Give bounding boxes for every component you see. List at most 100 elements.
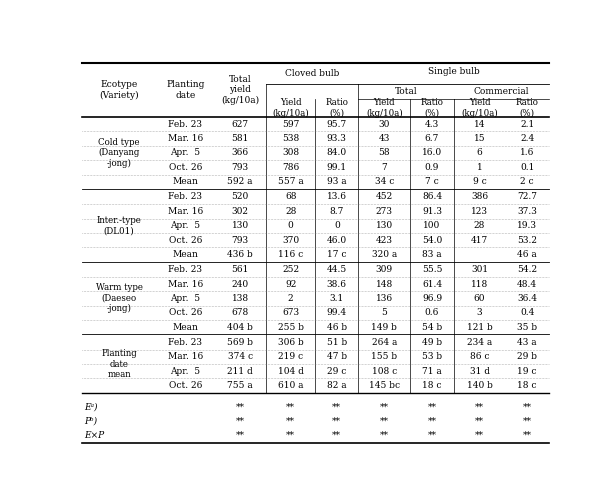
Text: 2.4: 2.4 <box>520 134 534 143</box>
Text: Apr.  5: Apr. 5 <box>170 367 200 376</box>
Text: 145 bc: 145 bc <box>369 381 400 390</box>
Text: 302: 302 <box>232 207 248 216</box>
Text: **: ** <box>475 431 484 440</box>
Text: 2.1: 2.1 <box>520 120 534 129</box>
Text: **: ** <box>475 417 484 426</box>
Text: Mar. 16: Mar. 16 <box>168 279 203 289</box>
Text: Oct. 26: Oct. 26 <box>169 381 202 390</box>
Text: 366: 366 <box>232 149 249 157</box>
Text: 100: 100 <box>423 221 440 230</box>
Text: 308: 308 <box>282 149 300 157</box>
Text: Feb. 23: Feb. 23 <box>169 265 202 274</box>
Text: 386: 386 <box>471 192 488 201</box>
Text: 140 b: 140 b <box>467 381 493 390</box>
Text: **: ** <box>236 402 245 411</box>
Text: 34 c: 34 c <box>375 177 394 186</box>
Text: 581: 581 <box>231 134 249 143</box>
Text: 36.4: 36.4 <box>517 294 537 303</box>
Text: 29 b: 29 b <box>517 352 537 361</box>
Text: **: ** <box>380 417 389 426</box>
Text: Ecotype
(Variety): Ecotype (Variety) <box>99 80 139 100</box>
Text: Commercial: Commercial <box>474 87 529 96</box>
Text: Mean: Mean <box>172 177 199 186</box>
Text: 149 b: 149 b <box>371 323 397 332</box>
Text: Ratio
(%): Ratio (%) <box>515 98 539 118</box>
Text: 61.4: 61.4 <box>422 279 442 289</box>
Text: **: ** <box>286 402 295 411</box>
Text: 130: 130 <box>376 221 393 230</box>
Text: 6: 6 <box>477 149 482 157</box>
Text: 86.4: 86.4 <box>422 192 442 201</box>
Text: 28: 28 <box>474 221 485 230</box>
Text: 255 b: 255 b <box>278 323 304 332</box>
Text: 58: 58 <box>379 149 390 157</box>
Text: 7: 7 <box>381 163 387 172</box>
Text: 0: 0 <box>288 221 293 230</box>
Text: 104 d: 104 d <box>278 367 304 376</box>
Text: **: ** <box>427 431 437 440</box>
Text: 30: 30 <box>379 120 390 129</box>
Text: 47 b: 47 b <box>327 352 347 361</box>
Text: 51 b: 51 b <box>327 338 347 347</box>
Text: 155 b: 155 b <box>371 352 397 361</box>
Text: 273: 273 <box>376 207 393 216</box>
Text: 19 c: 19 c <box>517 367 537 376</box>
Text: 627: 627 <box>232 120 249 129</box>
Text: Eᵃ): Eᵃ) <box>84 402 98 411</box>
Text: **: ** <box>523 431 531 440</box>
Text: **: ** <box>236 417 245 426</box>
Text: 0: 0 <box>334 221 339 230</box>
Text: 46.0: 46.0 <box>327 236 347 245</box>
Text: 370: 370 <box>282 236 300 245</box>
Text: 82 a: 82 a <box>327 381 347 390</box>
Text: 557 a: 557 a <box>278 177 304 186</box>
Text: 84.0: 84.0 <box>327 149 347 157</box>
Text: Total: Total <box>395 87 418 96</box>
Text: Mar. 16: Mar. 16 <box>168 207 203 216</box>
Text: 301: 301 <box>471 265 488 274</box>
Text: 37.3: 37.3 <box>517 207 537 216</box>
Text: 538: 538 <box>282 134 300 143</box>
Text: 71 a: 71 a <box>422 367 442 376</box>
Text: 46 b: 46 b <box>327 323 347 332</box>
Text: 219 c: 219 c <box>278 352 303 361</box>
Text: 793: 793 <box>232 163 249 172</box>
Text: **: ** <box>475 402 484 411</box>
Text: **: ** <box>332 402 341 411</box>
Text: 755 a: 755 a <box>228 381 253 390</box>
Text: 673: 673 <box>282 308 300 317</box>
Text: 72.7: 72.7 <box>517 192 537 201</box>
Text: Mean: Mean <box>172 323 199 332</box>
Text: 306 b: 306 b <box>278 338 304 347</box>
Text: 99.1: 99.1 <box>327 163 347 172</box>
Text: 14: 14 <box>474 120 485 129</box>
Text: Yield
(kg/10a): Yield (kg/10a) <box>272 98 309 118</box>
Text: 116 c: 116 c <box>278 250 303 259</box>
Text: 561: 561 <box>231 265 249 274</box>
Text: 148: 148 <box>376 279 393 289</box>
Text: Warm type
(Daeseo
-jong): Warm type (Daeseo -jong) <box>95 283 143 313</box>
Text: Feb. 23: Feb. 23 <box>169 338 202 347</box>
Text: 7 c: 7 c <box>425 177 439 186</box>
Text: 13.6: 13.6 <box>327 192 347 201</box>
Text: 138: 138 <box>232 294 249 303</box>
Text: 93.3: 93.3 <box>327 134 347 143</box>
Text: Feb. 23: Feb. 23 <box>169 120 202 129</box>
Text: 17 c: 17 c <box>327 250 347 259</box>
Text: 93 a: 93 a <box>327 177 347 186</box>
Text: 1: 1 <box>477 163 482 172</box>
Text: 4.3: 4.3 <box>425 120 439 129</box>
Text: 592 a: 592 a <box>228 177 253 186</box>
Text: 53 b: 53 b <box>422 352 442 361</box>
Text: 9 c: 9 c <box>473 177 486 186</box>
Text: 49 b: 49 b <box>422 338 442 347</box>
Text: 38.6: 38.6 <box>327 279 347 289</box>
Text: 786: 786 <box>282 163 300 172</box>
Text: 54.2: 54.2 <box>517 265 537 274</box>
Text: 2: 2 <box>288 294 293 303</box>
Text: 0.9: 0.9 <box>425 163 439 172</box>
Text: 92: 92 <box>285 279 296 289</box>
Text: 53.2: 53.2 <box>517 236 537 245</box>
Text: **: ** <box>332 417 341 426</box>
Text: Ratio
(%): Ratio (%) <box>421 98 443 118</box>
